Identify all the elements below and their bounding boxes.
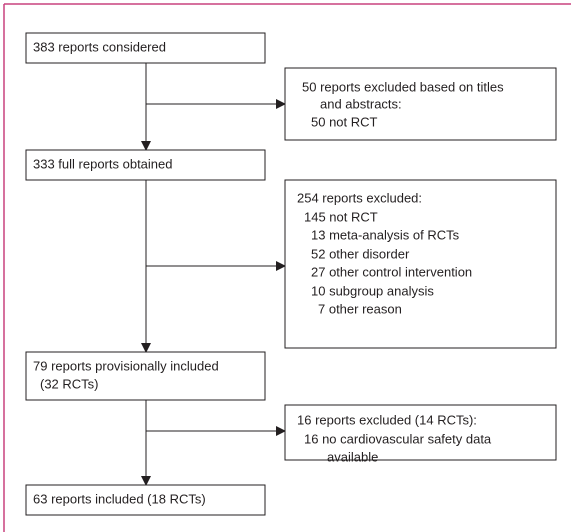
box-text: 16 no cardiovascular safety data [304, 431, 492, 446]
box-text: 50 not RCT [311, 114, 378, 129]
box-text: 27 other control intervention [311, 264, 472, 279]
box [284, 179, 557, 349]
box [25, 351, 266, 401]
frame [3, 3, 571, 532]
box-text: 16 reports excluded (14 RCTs): [297, 412, 477, 427]
box [284, 67, 557, 141]
box-text: and abstracts: [320, 96, 402, 111]
box-text: 52 other disorder [311, 246, 410, 261]
box-text: available [327, 449, 378, 464]
box [25, 484, 266, 516]
box-text: 7 other reason [318, 301, 402, 316]
box [25, 149, 266, 181]
box [25, 32, 266, 64]
box-text: 10 subgroup analysis [311, 283, 434, 298]
box-text: 145 not RCT [304, 209, 378, 224]
box-text: 63 reports included (18 RCTs) [33, 491, 206, 506]
box-text: 254 reports excluded: [297, 190, 422, 205]
box-text: 50 reports excluded based on titles [302, 79, 504, 94]
box-text: 333 full reports obtained [33, 156, 172, 171]
box [284, 404, 557, 461]
connectors [141, 63, 286, 486]
box-text: 383 reports considered [33, 39, 166, 54]
box-text: 13 meta-analysis of RCTs [311, 227, 460, 242]
box-text: 79 reports provisionally included [33, 358, 219, 373]
box-text: (32 RCTs) [40, 376, 99, 391]
